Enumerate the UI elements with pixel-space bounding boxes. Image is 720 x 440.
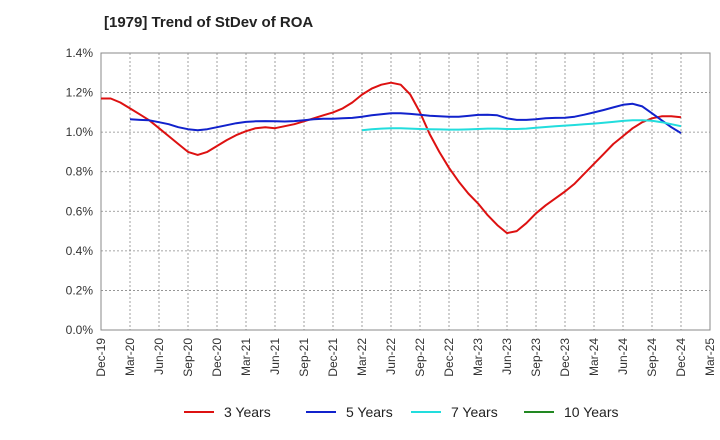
legend-swatch [306, 411, 336, 413]
y-tick-label: 1.0% [66, 125, 94, 139]
grid-layer [100, 52, 711, 331]
legend-swatch [411, 411, 441, 413]
axis-layer: 0.0% 0.2% 0.4% 0.6% 0.8% 1.0% 1.2% 1.4% Dec-19 Ma… [66, 46, 717, 377]
x-tick-label: Dec-19 [94, 338, 108, 377]
x-tick-label: Sep-22 [413, 338, 427, 377]
x-tick-label: Mar-22 [355, 338, 369, 376]
y-tick-label: 1.4% [66, 46, 94, 60]
x-tick-label: Mar-21 [239, 338, 253, 376]
x-tick-label: Mar-20 [123, 338, 137, 376]
series-line-5-years [129, 102, 682, 134]
x-tick-label: Sep-20 [181, 338, 195, 377]
x-tick-label: Mar-24 [587, 338, 601, 376]
legend-item: 10 Years [524, 404, 619, 420]
legend-swatch [184, 411, 214, 413]
y-tick-label: 0.4% [66, 244, 94, 258]
y-tick-label: 0.0% [66, 323, 94, 337]
series-layer [101, 81, 682, 235]
x-tick-label: Dec-21 [326, 338, 340, 377]
legend-label: 7 Years [451, 404, 498, 420]
plot-area [100, 52, 711, 331]
x-tick-label: Dec-22 [442, 338, 456, 377]
x-tick-label: Sep-21 [297, 338, 311, 377]
x-tick-label: Mar-25 [703, 338, 717, 376]
x-tick-label: Jun-24 [616, 338, 630, 375]
legend-label: 10 Years [564, 404, 619, 420]
x-tick-label: Sep-23 [529, 338, 543, 377]
x-tick-label: Sep-24 [645, 338, 659, 377]
y-tick-label: 0.2% [66, 283, 94, 297]
legend-item: 7 Years [411, 404, 498, 420]
x-tick-label: Jun-22 [384, 338, 398, 375]
x-tick-label: Mar-23 [471, 338, 485, 376]
x-tick-label: Jun-21 [268, 338, 282, 375]
y-tick-label: 0.8% [66, 165, 94, 179]
chart-title: [1979] Trend of StDev of ROA [104, 14, 314, 31]
x-tick-label: Jun-20 [152, 338, 166, 375]
x-tick-label: Jun-23 [500, 338, 514, 375]
series-line-7-years [361, 119, 682, 132]
x-tick-label: Dec-20 [210, 338, 224, 377]
legend-item: 3 Years [184, 404, 271, 420]
y-tick-label: 1.2% [66, 86, 94, 100]
legend-swatch [524, 411, 554, 413]
y-tick-label: 0.6% [66, 204, 94, 218]
series-line-3-years [101, 81, 682, 235]
legend-label: 5 Years [346, 404, 393, 420]
legend-item: 5 Years [306, 404, 393, 420]
x-tick-label: Dec-24 [674, 338, 688, 377]
legend-label: 3 Years [224, 404, 271, 420]
x-tick-label: Dec-23 [558, 338, 572, 377]
chart-plot: 0.0% 0.2% 0.4% 0.6% 0.8% 1.0% 1.2% 1.4% Dec-19 Ma… [66, 46, 717, 377]
legend: 3 Years 5 Years 7 Years 10 Years [0, 404, 720, 424]
